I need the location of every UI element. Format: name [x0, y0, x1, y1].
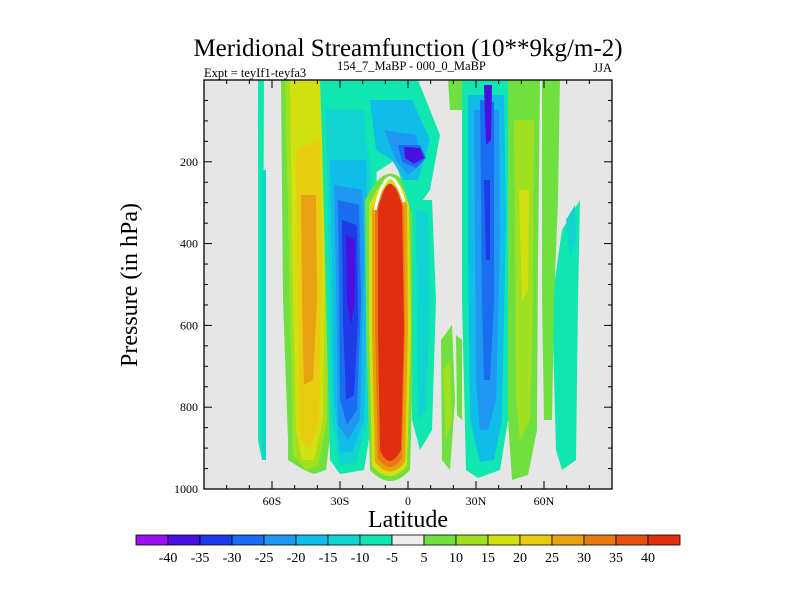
colorbar-swatch [615, 534, 649, 546]
colorbar-label: -5 [386, 551, 398, 566]
contour-south-pos-25 [301, 195, 317, 385]
colorbar-swatch [199, 534, 233, 546]
contour-eq-zero [373, 176, 406, 211]
y-axis-label: Pressure (in hPa) [117, 203, 143, 367]
contour-upper-neg-35 [404, 147, 424, 164]
colorbar-label: -30 [223, 551, 242, 566]
x-tick-label: 30N [466, 494, 487, 508]
colorbar-swatch [423, 534, 457, 546]
x-axis-label: Latitude [368, 507, 448, 533]
contour-north-neg-35b [484, 180, 490, 260]
cell-north-negative [462, 80, 512, 478]
contour-near-eq-10 [416, 210, 430, 420]
contour-north-pos-15 [519, 190, 529, 300]
strip-green-2 [443, 360, 452, 440]
cell-upper-negative [362, 80, 440, 215]
contour-eq-pos-40 [378, 183, 404, 461]
colorbar-label: 10 [449, 551, 463, 566]
contour-far-north-neg-5 [552, 200, 580, 470]
cell-north-positive [508, 80, 540, 480]
colorbar-label: -25 [255, 551, 274, 566]
colorbar-swatch [551, 534, 585, 546]
colorbar-label: -35 [191, 551, 210, 566]
colorbar-swatch [167, 534, 201, 546]
plot-area [204, 80, 612, 489]
contour-far-north-pos-5 [542, 80, 560, 420]
contour-north-neg-35 [484, 85, 492, 145]
colorbar-swatch [455, 534, 489, 546]
colorbar-label: -10 [351, 551, 370, 566]
colorbar-label: 25 [545, 551, 559, 566]
colorbar-swatch [519, 534, 553, 546]
colorbar-label: 40 [641, 551, 655, 566]
colorbar-label: -15 [319, 551, 338, 566]
x-tick-label: 30S [331, 494, 350, 508]
colorbar: -40 -35 -30 -25 -20 -15 -10 -5 5 10 15 20 25 30 35 40 [135, 534, 681, 566]
subtitle-left-super: 154_7_MaBP - 000_0_MaBP [337, 59, 486, 73]
subtitle-left: Expt = teyIf1-teyfa3 [204, 66, 306, 80]
colorbar-label: -40 [159, 551, 178, 566]
x-tick-label: 0 [405, 494, 411, 508]
cell-equatorial-positive [365, 173, 414, 481]
strip-green-4 [456, 335, 462, 420]
subtitle-right: JJA [593, 61, 612, 75]
colorbar-label: 30 [577, 551, 591, 566]
cell-south-negative [320, 80, 377, 474]
colorbar-swatch [231, 534, 265, 546]
x-tick-label: 60S [263, 494, 282, 508]
y-tick-label: 200 [180, 155, 198, 169]
colorbar-label: -20 [287, 551, 306, 566]
colorbar-swatch [359, 534, 393, 546]
strip-far-south-2 [262, 170, 266, 460]
colorbar-swatch [391, 534, 425, 546]
band-far-north-positive [542, 80, 560, 420]
contour-south-neg-35 [346, 235, 355, 325]
y-tick-label: 600 [180, 318, 198, 332]
band-far-south [258, 80, 266, 460]
colorbar-label: 35 [609, 551, 623, 566]
colorbar-swatch [295, 534, 329, 546]
strip-green-3 [448, 80, 463, 110]
y-axis: 200 400 600 800 1000 [174, 99, 612, 496]
x-tick-label: 60N [534, 494, 555, 508]
contour-far-north-neg-10 [566, 205, 576, 260]
band-green-strips [441, 80, 463, 470]
colorbar-swatch [135, 534, 169, 546]
y-tick-label: 800 [180, 400, 198, 414]
colorbar-swatch [487, 534, 521, 546]
colorbar-swatch [583, 534, 617, 546]
band-far-north-negative [552, 200, 580, 470]
colorbar-swatch [647, 534, 681, 546]
x-axis: 60S 30S 0 30N 60N [226, 80, 590, 508]
y-tick-label: 400 [180, 237, 198, 251]
colorbar-label: 15 [481, 551, 495, 566]
cell-south-positive [281, 80, 334, 474]
chart-title: Meridional Streamfunction (10**9kg/m-2) [193, 35, 622, 62]
y-tick-label: 1000 [174, 482, 198, 496]
colorbar-label: 20 [513, 551, 527, 566]
band-near-equator-north [412, 200, 436, 450]
colorbar-swatch [327, 534, 361, 546]
colorbar-label: 5 [421, 551, 428, 566]
colorbar-swatch [263, 534, 297, 546]
